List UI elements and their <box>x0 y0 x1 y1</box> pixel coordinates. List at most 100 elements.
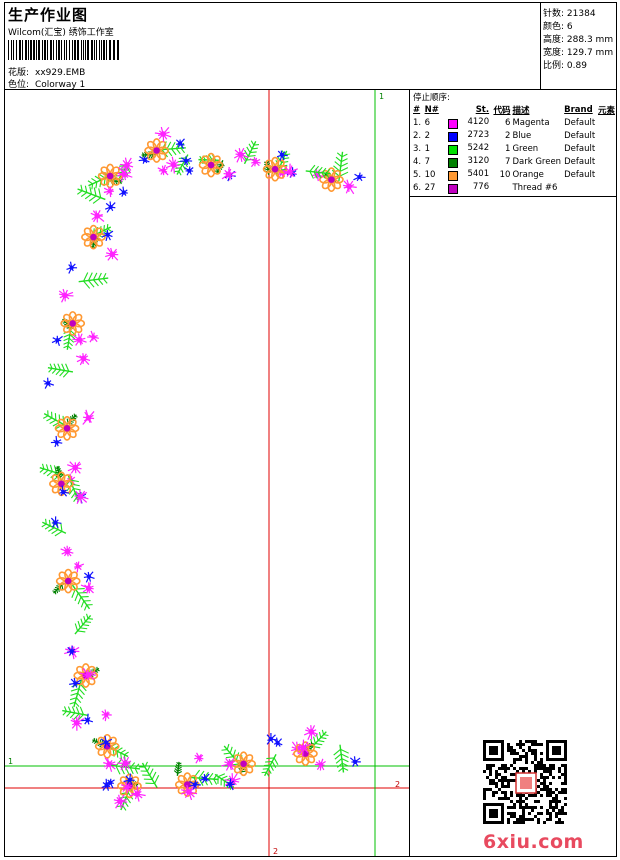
thread-swatch <box>448 157 459 168</box>
page-title: 生产作业图 <box>8 6 89 24</box>
spec-stitches: 针数: 21384 <box>543 6 596 19</box>
thread-stitches: 4120 <box>447 116 490 129</box>
thread-sequence-panel: 停止顺序: # N# St. 代码 描述 Brand 元素 1. 6 4120 6 Ma… <box>410 90 616 197</box>
thread-brand <box>563 181 597 194</box>
thread-desc: Green <box>512 143 539 154</box>
thread-index: 3. <box>413 143 422 154</box>
thread-row: 2. 2 2723 2 Blue Default <box>412 129 616 142</box>
thread-stitches: 2723 <box>447 129 490 142</box>
thread-index: 1. <box>413 117 422 128</box>
col-brand: Brand <box>564 104 593 115</box>
start-marker-top: 1 <box>379 92 384 101</box>
thread-stitch-count: 5242 <box>467 142 490 153</box>
thread-needle: 10 <box>424 169 436 180</box>
thread-needle: 27 <box>424 182 436 193</box>
thread-code: 2 <box>505 130 511 141</box>
spec-label: 宽度: <box>543 48 565 58</box>
design-row: 花版: xx929.EMB <box>8 65 85 78</box>
spec-value: 21384 <box>566 9 596 19</box>
thread-index: 2. <box>413 130 422 141</box>
thread-row: 1. 6 4120 6 Magenta Default <box>412 116 616 129</box>
spec-label: 颜色: <box>543 22 565 32</box>
thread-stitches: 5401 <box>447 168 490 181</box>
end-marker-right: 2 <box>395 780 400 789</box>
start-marker-left: 1 <box>8 757 13 766</box>
thread-stitches: 5242 <box>447 142 490 155</box>
spec-value: 129.7 mm <box>566 48 614 58</box>
thread-brand: Default <box>564 143 596 154</box>
thread-table-header: # N# St. 代码 描述 Brand 元素 <box>412 103 616 116</box>
thread-element <box>597 116 616 129</box>
spec-scale: 比例: 0.89 <box>543 58 587 71</box>
design-specs: 针数: 21384 颜色: 6 高度: 288.3 mm 宽度: 129.7 m… <box>540 3 617 89</box>
thread-code: 7 <box>505 156 511 167</box>
thread-swatch <box>448 118 459 129</box>
thread-index: 6. <box>413 182 422 193</box>
spec-label: 高度: <box>543 35 565 45</box>
thread-brand: Default <box>564 117 596 128</box>
barcode <box>8 40 119 60</box>
worksheet-header: 生产作业图 Wilcom(汇宝) 绣饰工作室 花版: xx929.EMB 色位: C… <box>5 3 616 90</box>
thread-element <box>597 181 616 194</box>
thread-desc: Magenta <box>512 117 550 128</box>
design-value: xx929.EMB <box>35 68 86 78</box>
company-name: Wilcom(汇宝) 绣饰工作室 <box>8 28 114 38</box>
thread-row: 3. 1 5242 1 Green Default <box>412 142 616 155</box>
production-worksheet: 生产作业图 Wilcom(汇宝) 绣饰工作室 花版: xx929.EMB 色位: C… <box>4 2 617 857</box>
thread-panel-title: 停止顺序: <box>413 93 450 103</box>
spec-value: 288.3 mm <box>566 35 614 45</box>
thread-stitch-count: 3120 <box>467 155 490 166</box>
thread-desc: Orange <box>512 169 544 180</box>
thread-swatch <box>448 131 459 142</box>
spec-height: 高度: 288.3 mm <box>543 32 613 45</box>
thread-brand: Default <box>564 130 596 141</box>
col-index: # <box>413 104 421 115</box>
thread-desc: Thread #6 <box>512 182 558 193</box>
spec-value: 0.89 <box>566 61 587 71</box>
thread-row: 6. 27 776 Thread #6 <box>412 181 616 194</box>
col-code: 代码 <box>493 105 511 116</box>
thread-swatch <box>448 183 459 194</box>
thread-element <box>597 142 616 155</box>
thread-element <box>597 168 616 181</box>
colorway-value: Colorway 1 <box>35 80 86 90</box>
thread-swatch <box>448 170 459 181</box>
spec-colors: 颜色: 6 <box>543 19 573 32</box>
thread-code: 10 <box>499 169 511 180</box>
design-label: 花版: <box>8 68 30 78</box>
thread-desc: Blue <box>512 130 532 141</box>
colorway-label: 色位: <box>8 80 30 90</box>
thread-row: 4. 7 3120 7 Dark Green Default <box>412 155 616 168</box>
thread-stitch-count: 2723 <box>467 129 490 140</box>
thread-stitch-count: 4120 <box>467 116 490 127</box>
thread-stitch-count: 5401 <box>467 168 490 179</box>
embroidery-artwork: 1 1 2 2 <box>5 90 409 856</box>
spec-width: 宽度: 129.7 mm <box>543 45 613 58</box>
thread-code: 1 <box>505 143 511 154</box>
thread-table: # N# St. 代码 描述 Brand 元素 1. 6 4120 6 Magenta D… <box>412 103 616 194</box>
end-marker-bottom: 2 <box>273 847 278 856</box>
col-stitches: St. <box>475 104 490 115</box>
thread-row: 5. 10 5401 10 Orange Default <box>412 168 616 181</box>
thread-needle: 1 <box>424 143 430 154</box>
thread-needle: 2 <box>424 130 430 141</box>
spec-value: 6 <box>566 22 573 32</box>
thread-stitch-count: 776 <box>472 181 490 192</box>
thread-desc: Dark Green <box>512 156 562 167</box>
spec-label: 比例: <box>543 61 565 71</box>
thread-index: 5. <box>413 169 422 180</box>
thread-swatch <box>448 144 459 155</box>
thread-needle: 7 <box>424 156 430 167</box>
thread-brand: Default <box>564 156 596 167</box>
col-desc: 描述 <box>512 105 530 116</box>
thread-code: 6 <box>505 117 511 128</box>
thread-element <box>597 129 616 142</box>
thread-brand: Default <box>564 169 596 180</box>
thread-stitches: 3120 <box>447 155 490 168</box>
col-element: 元素 <box>597 105 615 116</box>
floral-wreath <box>39 126 366 811</box>
thread-index: 4. <box>413 156 422 167</box>
site-watermark: 6xiu.com <box>483 831 584 853</box>
colorway-row: 色位: Colorway 1 <box>8 77 85 90</box>
thread-code <box>490 181 511 194</box>
